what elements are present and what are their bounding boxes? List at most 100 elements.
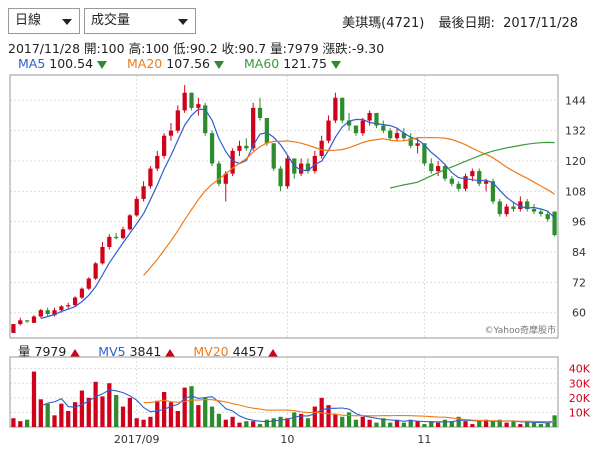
candle-body	[367, 112, 372, 121]
candle-body	[230, 150, 235, 174]
volume-bar	[429, 421, 434, 427]
candle-body	[401, 133, 406, 139]
volume-bar	[278, 416, 283, 427]
volume-bar	[216, 413, 222, 427]
volume-bar	[209, 406, 215, 427]
volume-bar	[175, 410, 180, 427]
candle-body	[237, 145, 242, 151]
volume-bar	[538, 424, 543, 427]
volume-bar	[79, 390, 85, 427]
candle-body	[52, 310, 57, 316]
candle-body	[189, 92, 194, 108]
ma60-label: MA60	[243, 56, 280, 71]
price-tick-label: 72	[572, 276, 586, 289]
volume-bar	[545, 422, 550, 427]
chevron-down-icon	[62, 19, 72, 25]
candle-body	[209, 133, 215, 164]
price-axis: 60 72 84 96 108 120 132 144	[565, 94, 586, 319]
stock-title: 美琪瑪(4721) 最後日期: 2017/11/28	[342, 12, 578, 31]
candle-body	[244, 145, 249, 149]
candle-body	[31, 316, 37, 323]
volume-bar	[415, 421, 420, 427]
volume-bar	[148, 416, 153, 427]
volume-bar	[271, 418, 276, 427]
x-axis: 2017/09 10 11	[114, 433, 432, 446]
volume-bars	[11, 371, 557, 427]
candle-body	[456, 183, 461, 189]
volume-bar	[168, 402, 174, 427]
volume-bar	[305, 418, 311, 427]
price-tick-label: 96	[572, 216, 586, 229]
ma5-value: 100.54	[49, 56, 94, 71]
volume-bar	[401, 422, 406, 427]
vol-value: 7979	[34, 344, 67, 359]
candle-body	[45, 310, 50, 314]
candle-body	[388, 130, 393, 139]
ma60-line	[390, 141, 555, 189]
volume-bar	[360, 416, 365, 427]
candle-body	[162, 135, 167, 156]
volume-tick-label: 20K	[569, 392, 591, 405]
indicator-select[interactable]: 成交量	[84, 8, 196, 34]
volume-bar	[353, 419, 359, 427]
indicator-select-value: 成交量	[91, 13, 131, 28]
volume-bar	[93, 381, 98, 427]
volume-bar	[18, 421, 23, 427]
candle-body	[285, 158, 290, 187]
ma5-legend: MA5 100.54	[18, 56, 108, 71]
volume-bar	[244, 421, 249, 427]
volume-bar	[203, 397, 208, 427]
candle-body	[114, 236, 119, 239]
vol-legend: 量 7979	[18, 344, 81, 359]
up-arrow-icon	[70, 348, 81, 357]
volume-tick-label: 40K	[569, 363, 591, 376]
candle-body	[497, 201, 502, 215]
volume-bar	[449, 421, 454, 427]
volume-legend: 量 7979 MV5 3841 MV20 4457	[18, 341, 279, 360]
volume-bar	[483, 419, 489, 427]
volume-bar	[299, 413, 304, 427]
candle-body	[518, 201, 523, 210]
candle-body	[223, 173, 228, 184]
up-arrow-icon	[165, 348, 176, 357]
candle-body	[271, 143, 276, 169]
volume-bar	[394, 419, 400, 427]
ma20-value: 107.56	[166, 56, 210, 71]
volume-bar	[422, 424, 427, 427]
candle-body	[360, 120, 365, 134]
candle-body	[203, 105, 208, 134]
candle-body	[168, 130, 174, 136]
volume-bar	[120, 406, 126, 427]
candle-body	[86, 278, 91, 289]
price-plot-frame	[9, 74, 559, 339]
candle-body	[25, 320, 30, 322]
volume-bar	[86, 397, 91, 427]
volume-bar	[477, 421, 482, 427]
candle-body	[353, 125, 359, 134]
volume-bar	[456, 416, 461, 427]
candle-body	[429, 163, 434, 172]
x-tick-label: 2017/09	[114, 433, 160, 446]
ma20-line	[143, 136, 555, 276]
volume-bar	[52, 415, 57, 427]
volume-bar	[292, 412, 297, 427]
period-select-value: 日線	[15, 13, 42, 28]
volume-bar	[408, 419, 413, 427]
candle-body	[340, 97, 345, 121]
x-tick-label: 11	[417, 433, 431, 446]
volume-bar	[257, 424, 263, 427]
candle-body	[148, 168, 153, 187]
volume-bar	[196, 405, 201, 427]
watermark: ©Yahoo奇摩股市	[485, 324, 557, 336]
candle-body	[257, 107, 263, 118]
candle-body	[299, 163, 304, 174]
down-arrow-icon	[214, 60, 224, 69]
candle-body	[483, 181, 489, 184]
candle-body	[442, 166, 448, 179]
candle-body	[107, 236, 112, 247]
period-select[interactable]: 日線	[8, 8, 80, 34]
candle-body	[319, 140, 324, 156]
price-tick-label: 120	[565, 155, 586, 168]
candle-body	[545, 214, 550, 220]
candle-body	[264, 117, 269, 144]
